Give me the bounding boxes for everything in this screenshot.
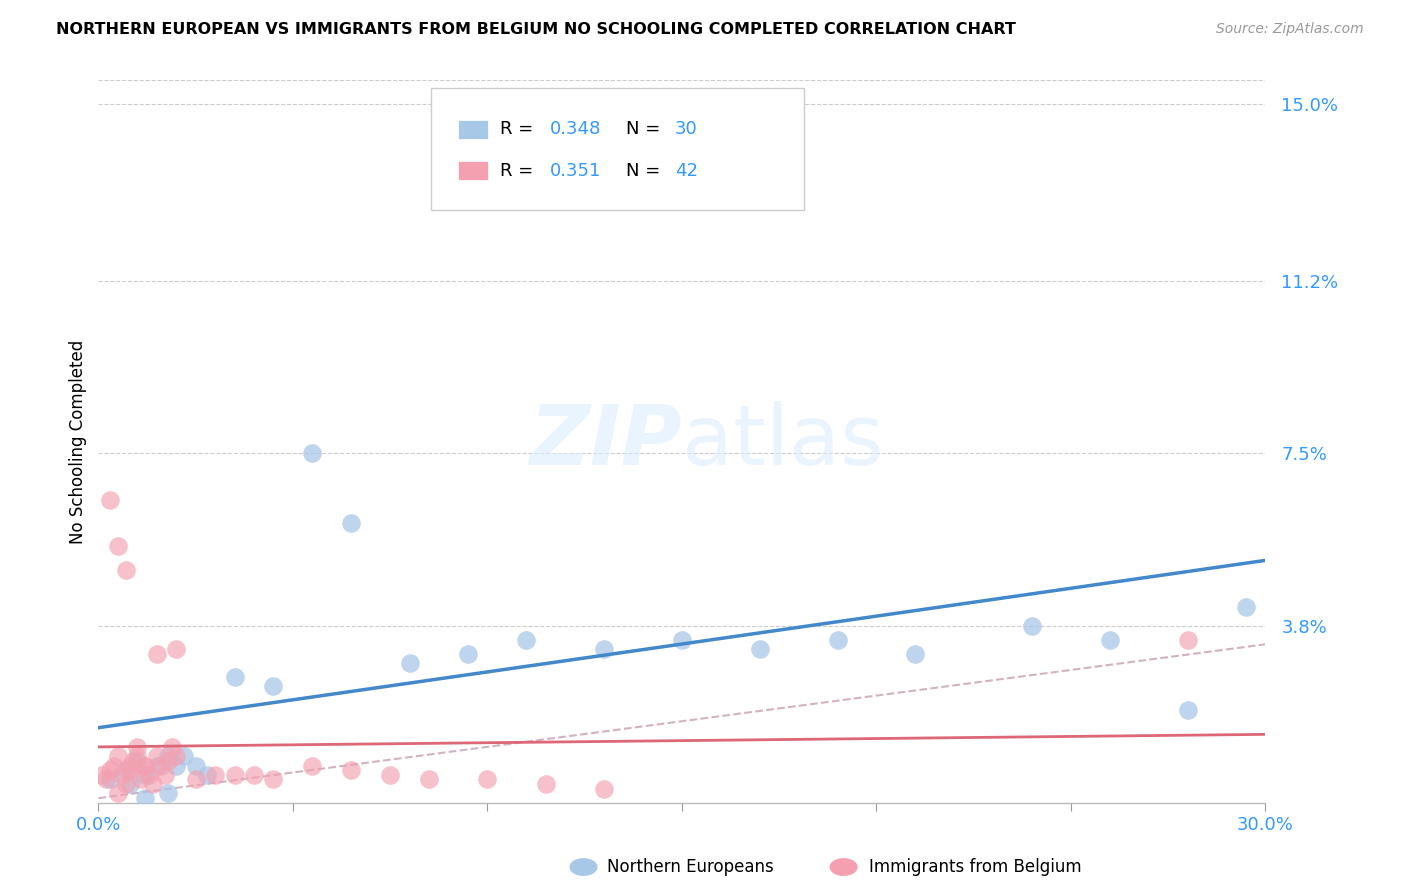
Point [114, 563, 136, 577]
Point [262, 679, 284, 693]
Point [111, 768, 134, 782]
Text: 0.348: 0.348 [550, 120, 602, 138]
Point [134, 768, 156, 782]
Point [340, 516, 363, 530]
Text: 42: 42 [675, 161, 697, 179]
Text: N =: N = [626, 161, 666, 179]
Point [165, 758, 187, 772]
Point [1021, 618, 1043, 632]
Point [122, 754, 145, 768]
Point [1177, 702, 1199, 716]
Text: Source: ZipAtlas.com: Source: ZipAtlas.com [1216, 22, 1364, 37]
Point [127, 749, 149, 764]
Point [173, 749, 195, 764]
Text: 30: 30 [675, 120, 697, 138]
Point [301, 446, 323, 460]
Point [127, 754, 149, 768]
Point [1234, 600, 1257, 615]
Point [134, 791, 156, 805]
Point [418, 772, 440, 787]
Point [262, 772, 284, 787]
FancyBboxPatch shape [458, 161, 488, 180]
Point [134, 758, 156, 772]
Point [157, 787, 180, 801]
Point [107, 749, 129, 764]
Point [457, 647, 479, 661]
Text: 0.351: 0.351 [550, 161, 602, 179]
Point [127, 739, 149, 754]
Text: R =: R = [501, 161, 538, 179]
Point [515, 632, 537, 647]
Point [593, 781, 616, 796]
Point [118, 758, 141, 772]
Point [184, 758, 207, 772]
Text: ZIP: ZIP [529, 401, 682, 482]
Text: N =: N = [626, 120, 666, 138]
Point [157, 749, 180, 764]
Point [134, 758, 156, 772]
Point [129, 772, 152, 787]
Point [114, 777, 136, 791]
Point [114, 763, 136, 777]
Point [593, 642, 616, 657]
Point [204, 768, 226, 782]
Text: Northern Europeans: Northern Europeans [607, 858, 775, 876]
Point [593, 143, 616, 157]
Point [107, 540, 129, 554]
Point [748, 642, 770, 657]
Point [243, 768, 266, 782]
Point [96, 772, 118, 787]
Point [165, 642, 187, 657]
Y-axis label: No Schooling Completed: No Schooling Completed [69, 340, 87, 543]
FancyBboxPatch shape [458, 120, 488, 139]
Point [157, 754, 180, 768]
Point [477, 772, 499, 787]
Point [146, 749, 169, 764]
Point [380, 768, 402, 782]
Point [146, 647, 169, 661]
Text: R =: R = [501, 120, 538, 138]
Point [827, 632, 849, 647]
Text: atlas: atlas [682, 401, 883, 482]
Point [195, 768, 218, 782]
Point [904, 647, 927, 661]
Point [398, 656, 420, 670]
Point [162, 739, 184, 754]
Point [1177, 632, 1199, 647]
Point [149, 758, 172, 772]
Point [91, 768, 114, 782]
Point [98, 492, 121, 507]
Point [98, 772, 121, 787]
Point [98, 763, 121, 777]
Point [224, 768, 246, 782]
FancyBboxPatch shape [432, 87, 804, 211]
Point [107, 787, 129, 801]
Point [534, 777, 557, 791]
Point [103, 758, 125, 772]
Point [1098, 632, 1121, 647]
Point [118, 763, 141, 777]
Point [138, 768, 160, 782]
Point [165, 749, 187, 764]
Point [184, 772, 207, 787]
Point [340, 763, 363, 777]
Point [142, 777, 165, 791]
Point [153, 768, 176, 782]
Text: Immigrants from Belgium: Immigrants from Belgium [869, 858, 1081, 876]
Point [146, 758, 169, 772]
Text: NORTHERN EUROPEAN VS IMMIGRANTS FROM BELGIUM NO SCHOOLING COMPLETED CORRELATION : NORTHERN EUROPEAN VS IMMIGRANTS FROM BEL… [56, 22, 1017, 37]
Point [224, 670, 246, 684]
Point [671, 632, 693, 647]
Point [118, 777, 141, 791]
Point [301, 758, 323, 772]
